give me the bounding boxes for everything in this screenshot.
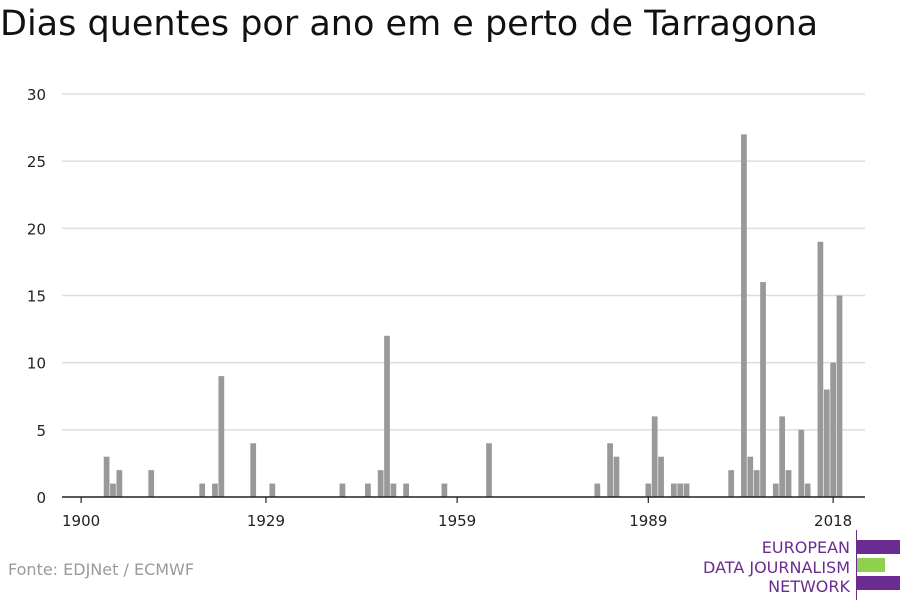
bar-2004 bbox=[741, 134, 747, 498]
y-tick-label: 25 bbox=[27, 153, 46, 171]
bar-2002 bbox=[728, 470, 735, 497]
bar-2010 bbox=[779, 416, 786, 497]
x-tick-label: 1900 bbox=[62, 512, 100, 530]
x-tick-label: 1989 bbox=[629, 512, 667, 530]
bar-1921 bbox=[212, 483, 218, 497]
bar-1983 bbox=[607, 443, 613, 497]
bar-2005 bbox=[747, 456, 754, 497]
bar-1905 bbox=[110, 483, 116, 497]
bar-2009 bbox=[772, 483, 779, 497]
bar-1993 bbox=[670, 483, 677, 497]
logo-bar-bottom bbox=[857, 576, 900, 590]
bar-1949 bbox=[390, 483, 397, 497]
bar-1990 bbox=[651, 416, 658, 497]
bar-2018 bbox=[830, 362, 837, 497]
y-tick-label: 20 bbox=[27, 220, 46, 238]
bar-2011 bbox=[785, 470, 792, 497]
logo-bar-middle bbox=[857, 558, 885, 572]
y-tick-label: 0 bbox=[36, 489, 46, 507]
x-tick-label: 1959 bbox=[438, 512, 476, 530]
bar-2007 bbox=[760, 282, 766, 497]
bar-1957 bbox=[441, 483, 448, 497]
bar-1922 bbox=[218, 376, 225, 497]
y-tick-label: 15 bbox=[27, 288, 46, 306]
edjnet-logo: EUROPEAN DATA JOURNALISM NETWORK bbox=[700, 530, 900, 600]
logo-text-line-1: EUROPEAN bbox=[761, 538, 850, 557]
bar-1927 bbox=[250, 443, 257, 497]
bar-1947 bbox=[377, 470, 384, 497]
logo-text-line-3: NETWORK bbox=[768, 577, 850, 596]
bar-2017 bbox=[823, 389, 830, 497]
bar-2014 bbox=[804, 483, 811, 497]
y-tick-label: 10 bbox=[27, 355, 46, 373]
logo-text-line-2: DATA JOURNALISM bbox=[703, 558, 850, 577]
bar-1919 bbox=[199, 483, 206, 497]
bar-1941 bbox=[339, 483, 346, 497]
bar-2019 bbox=[836, 295, 843, 497]
bar-1964 bbox=[486, 443, 492, 497]
bar-1906 bbox=[116, 470, 123, 497]
bar-1951 bbox=[403, 483, 410, 497]
bar-2016 bbox=[817, 241, 824, 497]
bar-1989 bbox=[645, 483, 652, 497]
logo-bar-top bbox=[857, 540, 900, 554]
bar-2013 bbox=[798, 429, 805, 497]
bar-1904 bbox=[103, 456, 110, 497]
bar-1995 bbox=[683, 483, 690, 497]
x-tick-label: 2018 bbox=[814, 512, 852, 530]
x-ticks: 1900 1929 1959 1989 2018 bbox=[62, 497, 852, 530]
y-tick-label: 5 bbox=[36, 422, 46, 440]
gridlines bbox=[62, 93, 865, 431]
bar-1911 bbox=[148, 470, 155, 497]
bar-1930 bbox=[269, 483, 276, 497]
y-tick-labels: 0 5 10 15 20 25 30 bbox=[27, 86, 46, 507]
bar-1981 bbox=[594, 483, 601, 497]
logo-divider bbox=[856, 530, 857, 600]
chart-title: Dias quentes por ano em e perto de Tarra… bbox=[0, 4, 819, 44]
bar-1994 bbox=[677, 483, 684, 497]
source-note: Fonte: EDJNet / ECMWF bbox=[8, 560, 195, 579]
bar-1984 bbox=[613, 456, 620, 497]
bars bbox=[103, 134, 843, 498]
bar-1991 bbox=[658, 456, 664, 497]
bar-1948 bbox=[384, 335, 390, 497]
x-tick-label: 1929 bbox=[247, 512, 285, 530]
y-tick-label: 30 bbox=[27, 86, 46, 104]
bar-1945 bbox=[365, 483, 371, 497]
bar-2006 bbox=[753, 470, 760, 497]
